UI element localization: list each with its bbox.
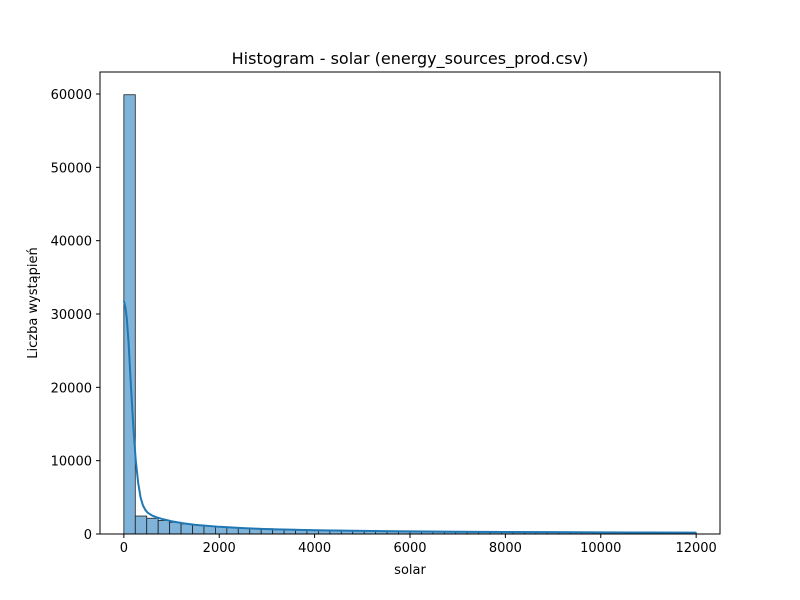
histogram-bar (169, 521, 182, 535)
y-tick-label: 10000 (51, 455, 92, 470)
histogram-bar (157, 520, 171, 535)
kde-curve (122, 300, 697, 534)
x-axis-label: solar (394, 563, 426, 578)
chart-title: Histogram - solar (energy_sources_prod.c… (232, 49, 589, 69)
x-tick-label: 0 (120, 541, 128, 556)
x-tick-label: 2000 (203, 541, 236, 556)
histogram-bar (134, 515, 148, 535)
histogram-bar (180, 523, 193, 535)
y-tick-label: 40000 (51, 235, 92, 250)
x-axis-ticks: 0 2000 4000 6000 8000 10000 12000 (120, 534, 717, 556)
y-tick-label: 20000 (51, 381, 92, 396)
x-tick-label: 10000 (580, 541, 621, 556)
y-axis-ticks: 0 10000 20000 30000 40000 50000 60000 (51, 88, 100, 543)
y-axis-label: Liczba wystąpień (26, 247, 41, 358)
y-tick-label: 50000 (51, 161, 92, 176)
x-tick-label: 4000 (298, 541, 331, 556)
y-tick-label: 60000 (51, 88, 92, 103)
y-tick-label: 30000 (51, 308, 92, 323)
x-tick-label: 12000 (675, 541, 716, 556)
y-tick-label: 0 (84, 528, 92, 543)
histogram-bar (146, 517, 159, 535)
x-tick-label: 8000 (489, 541, 522, 556)
x-tick-label: 6000 (393, 541, 426, 556)
